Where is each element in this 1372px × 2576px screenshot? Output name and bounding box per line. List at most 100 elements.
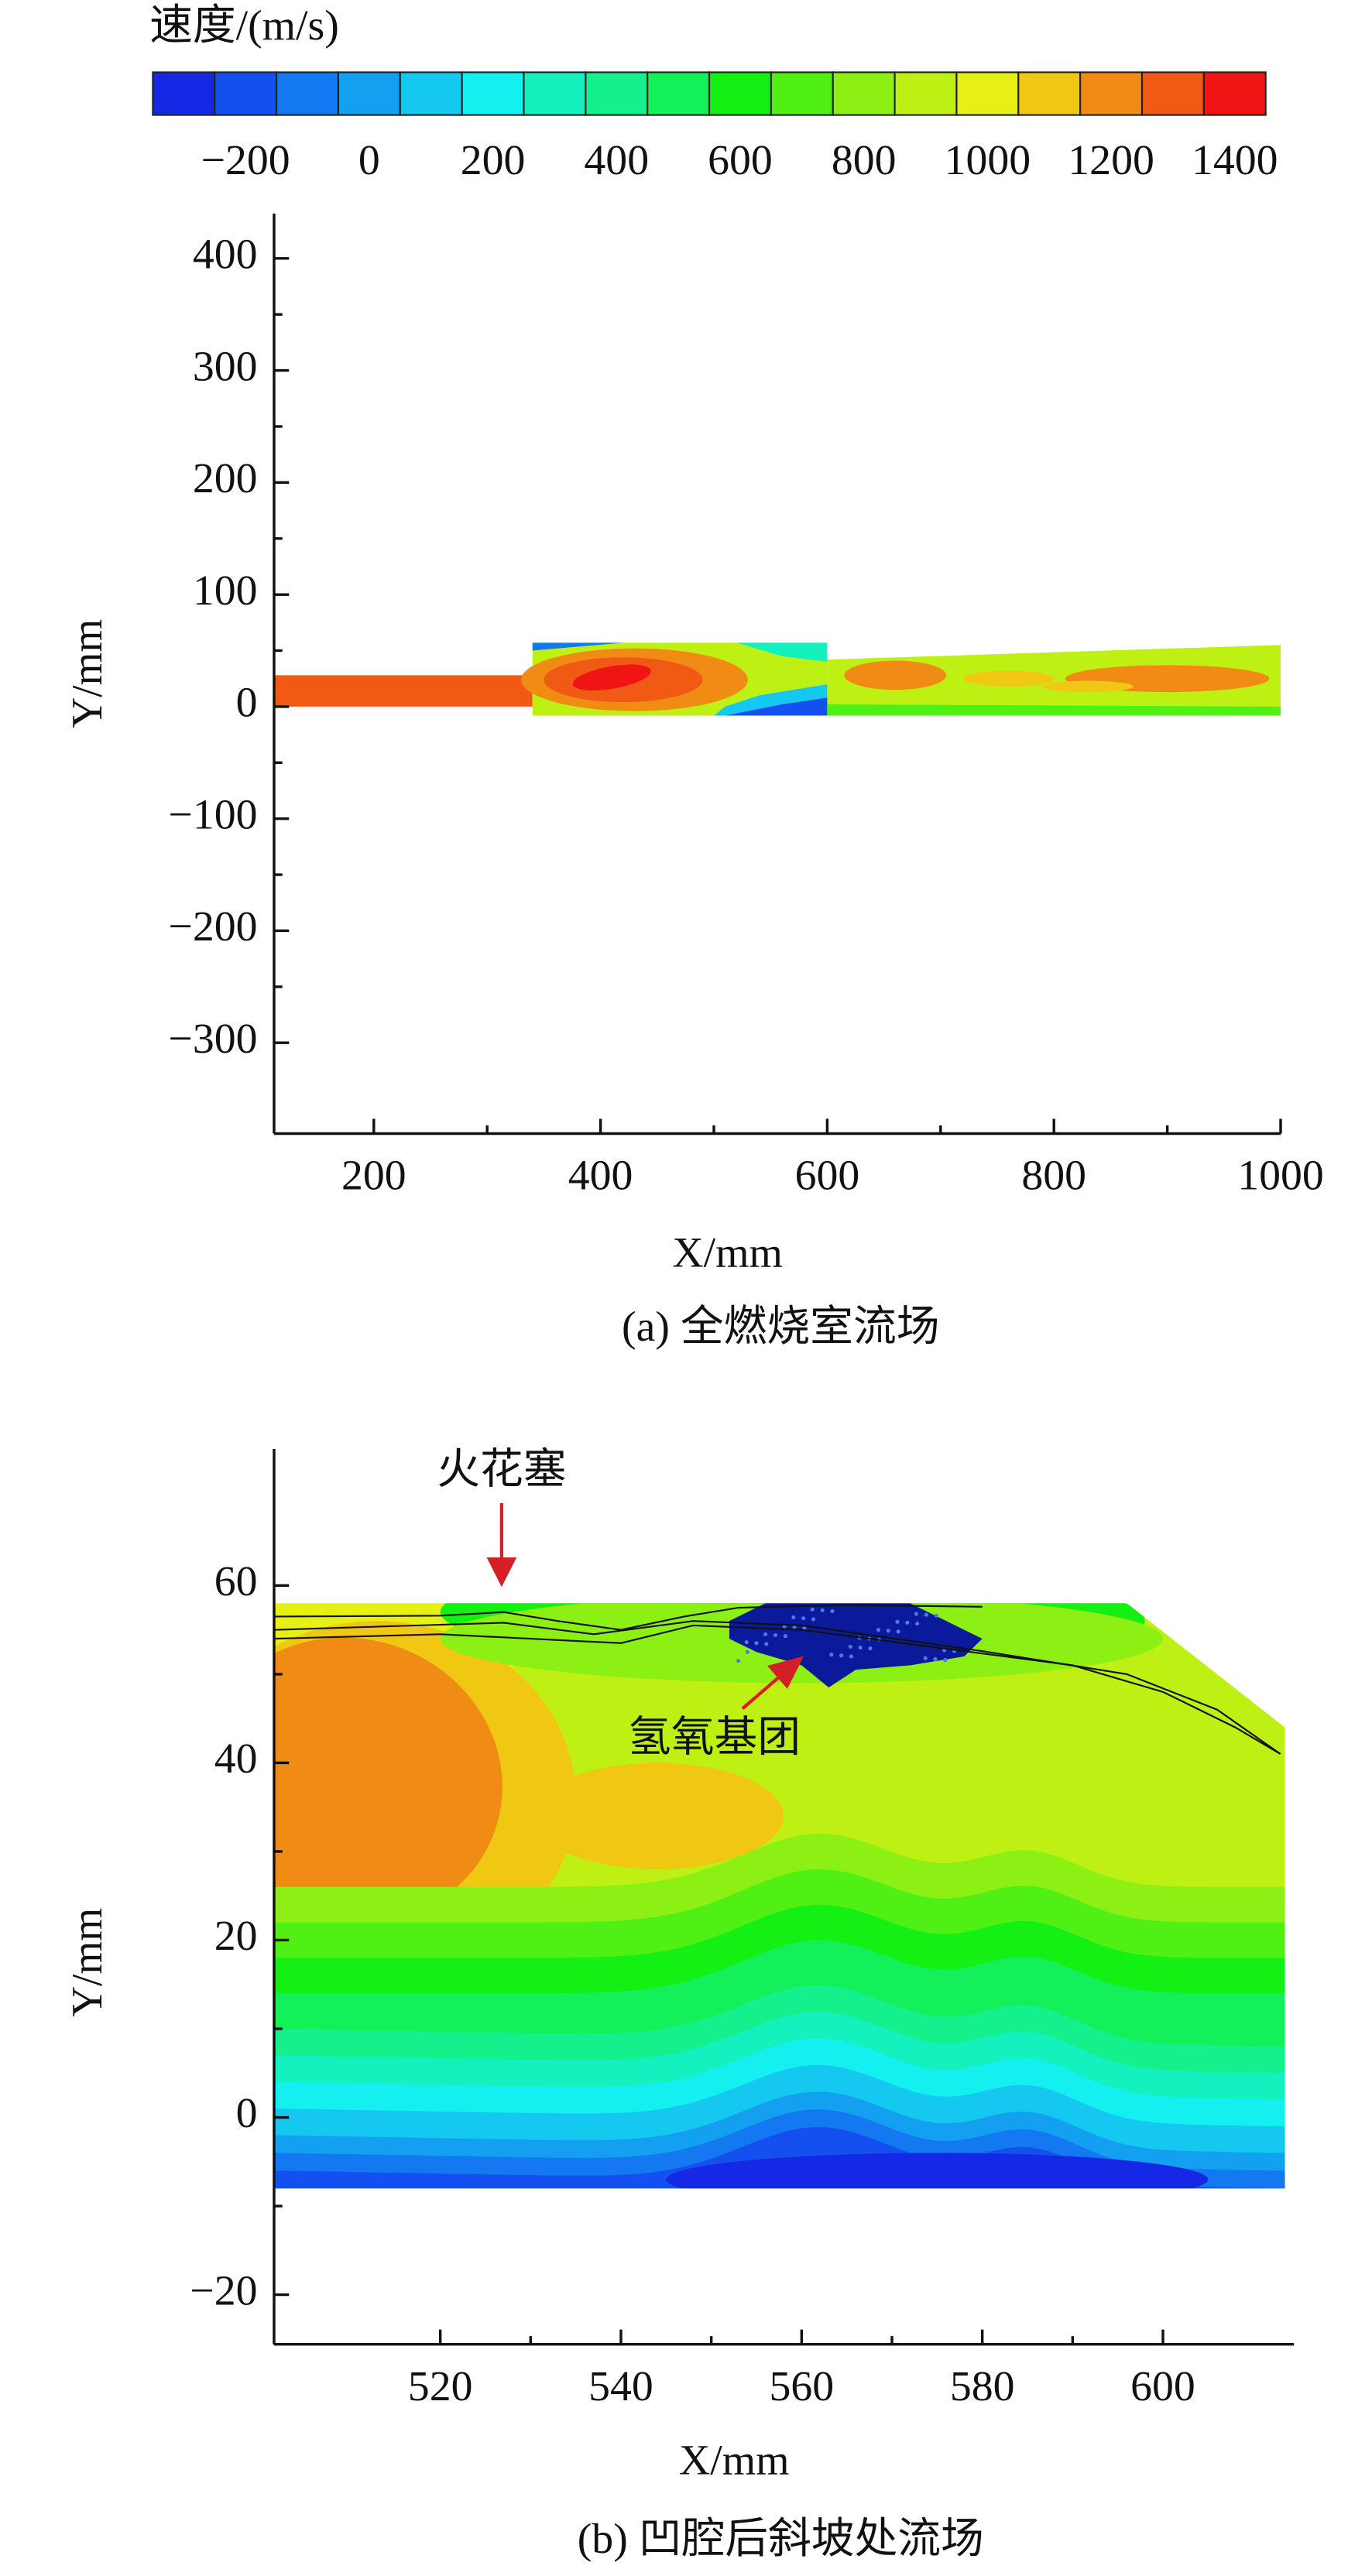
colorbar-tick-label: 600 bbox=[708, 137, 773, 184]
colorbar-swatch bbox=[1017, 71, 1082, 116]
x-tick-label: 520 bbox=[408, 2363, 473, 2410]
hydroxyl-speck bbox=[763, 1632, 768, 1636]
x-tick-label: 560 bbox=[769, 2363, 834, 2410]
x-tick-label: 400 bbox=[568, 1153, 633, 1200]
annotation-arrow bbox=[741, 1674, 782, 1710]
contour-region bbox=[725, 697, 828, 716]
hydroxyl-speck bbox=[934, 1613, 938, 1618]
y-axis-label: Y/mm bbox=[64, 619, 111, 728]
colorbar-swatch bbox=[585, 71, 649, 116]
contour-region bbox=[530, 1762, 784, 1869]
hydroxyl-speck bbox=[744, 1640, 749, 1645]
hydroxyl-speck bbox=[943, 1658, 948, 1663]
contour-region bbox=[844, 660, 947, 690]
colorbar-swatch bbox=[1079, 71, 1144, 116]
field bbox=[273, 1603, 1285, 2189]
contour-region bbox=[827, 645, 1281, 716]
hydroxyl-speck bbox=[830, 1609, 835, 1614]
colorbar-swatch bbox=[275, 71, 339, 116]
colorbar-tick-label: 800 bbox=[832, 137, 897, 184]
x-tick-label: 600 bbox=[795, 1153, 860, 1200]
x-tick-label: 540 bbox=[588, 2363, 653, 2410]
annotation-arrowhead bbox=[486, 1557, 517, 1588]
hydroxyl-speck bbox=[914, 1612, 919, 1616]
hydroxyl-speck bbox=[773, 1632, 778, 1638]
hydroxyl-speck bbox=[858, 1645, 863, 1650]
colorbar-tick-label: 0 bbox=[358, 137, 380, 184]
hydroxyl-speck bbox=[839, 1653, 844, 1658]
x-tick-label: 580 bbox=[950, 2363, 1015, 2410]
hydroxyl-speck bbox=[849, 1654, 854, 1659]
y-tick-label: −20 bbox=[190, 2268, 257, 2315]
hydroxyl-speck bbox=[876, 1628, 881, 1632]
contour-region bbox=[666, 2153, 1209, 2189]
y-tick-label: 200 bbox=[193, 455, 258, 502]
contour-region bbox=[963, 670, 1055, 687]
y-tick-label: −300 bbox=[168, 1016, 257, 1063]
y-tick-label: 60 bbox=[214, 1558, 258, 1605]
x-tick-label: 1000 bbox=[1237, 1153, 1324, 1200]
hydroxyl-speck bbox=[848, 1644, 852, 1649]
colorbar-swatch bbox=[832, 71, 896, 116]
caption: (b) 凹腔后斜坡处流场 bbox=[578, 2516, 984, 2563]
colorbar-swatch bbox=[770, 71, 834, 116]
hydroxyl-speck bbox=[933, 1656, 938, 1661]
hydroxyl-speck bbox=[783, 1634, 787, 1639]
caption: (a) 全燃烧室流场 bbox=[622, 1303, 939, 1351]
hydroxyl-speck bbox=[829, 1653, 834, 1657]
colorbar-swatch bbox=[955, 71, 1020, 116]
x-tick-label: 600 bbox=[1130, 2363, 1195, 2410]
annotation: 氢氧基团 bbox=[628, 1714, 801, 1762]
annotation-arrowhead bbox=[767, 1656, 804, 1689]
y-axis-label: Y/mm bbox=[64, 1908, 111, 2017]
contour-region bbox=[273, 675, 533, 707]
y-tick-label: 400 bbox=[193, 231, 258, 279]
hydroxyl-speck bbox=[792, 1625, 797, 1629]
annotation: 火花塞 bbox=[437, 1447, 566, 1494]
y-tick-label: 300 bbox=[193, 344, 258, 391]
hydroxyl-speck bbox=[915, 1622, 920, 1626]
x-axis-label: X/mm bbox=[672, 1230, 783, 1277]
colorbar-swatch bbox=[1202, 71, 1267, 116]
hydroxyl-speck bbox=[745, 1649, 749, 1654]
y-tick-label: −200 bbox=[168, 903, 257, 951]
field bbox=[273, 642, 1281, 716]
hydroxyl-speck bbox=[810, 1607, 815, 1612]
colorbar-swatch bbox=[708, 71, 772, 116]
y-tick-label: 0 bbox=[236, 680, 258, 727]
colorbar-swatch bbox=[647, 71, 711, 116]
contour-region bbox=[572, 664, 651, 691]
colorbar-swatch bbox=[214, 71, 278, 116]
colorbar-tick-label: −200 bbox=[201, 137, 290, 184]
hydroxyl-speck bbox=[764, 1642, 769, 1646]
colorbar-swatch bbox=[399, 71, 463, 116]
hydroxyl-speck bbox=[811, 1617, 816, 1622]
hydroxyl-speck bbox=[801, 1616, 806, 1621]
colorbar-tick-label: 1200 bbox=[1068, 137, 1154, 184]
y-tick-label: 20 bbox=[214, 1913, 258, 1960]
colorbar-swatch bbox=[152, 71, 216, 116]
y-tick-label: 40 bbox=[214, 1735, 258, 1783]
streamline bbox=[273, 1624, 1281, 1755]
colorbar-swatch bbox=[337, 71, 401, 116]
colorbar-swatch bbox=[1140, 71, 1205, 116]
x-tick-label: 200 bbox=[341, 1153, 406, 1200]
hydroxyl-speck bbox=[820, 1608, 825, 1612]
x-tick-label: 800 bbox=[1021, 1153, 1086, 1200]
y-tick-label: 0 bbox=[236, 2090, 258, 2137]
y-tick-label: −100 bbox=[168, 792, 257, 839]
hydroxyl-speck bbox=[923, 1656, 928, 1660]
hydroxyl-speck bbox=[886, 1629, 890, 1633]
hydroxyl-speck bbox=[802, 1625, 807, 1630]
colorbar-tick-label: 200 bbox=[461, 137, 526, 184]
hydroxyl-speck bbox=[896, 1629, 900, 1634]
colorbar-tick-label: 1000 bbox=[945, 137, 1031, 184]
colorbar-swatch bbox=[894, 71, 958, 116]
hydroxyl-speck bbox=[895, 1619, 900, 1624]
hydroxyl-speck bbox=[924, 1612, 928, 1617]
colorbar-swatch bbox=[523, 71, 587, 116]
colorbar-swatch bbox=[461, 71, 525, 116]
hydroxyl-speck bbox=[868, 1646, 873, 1651]
contour-region bbox=[532, 642, 623, 651]
